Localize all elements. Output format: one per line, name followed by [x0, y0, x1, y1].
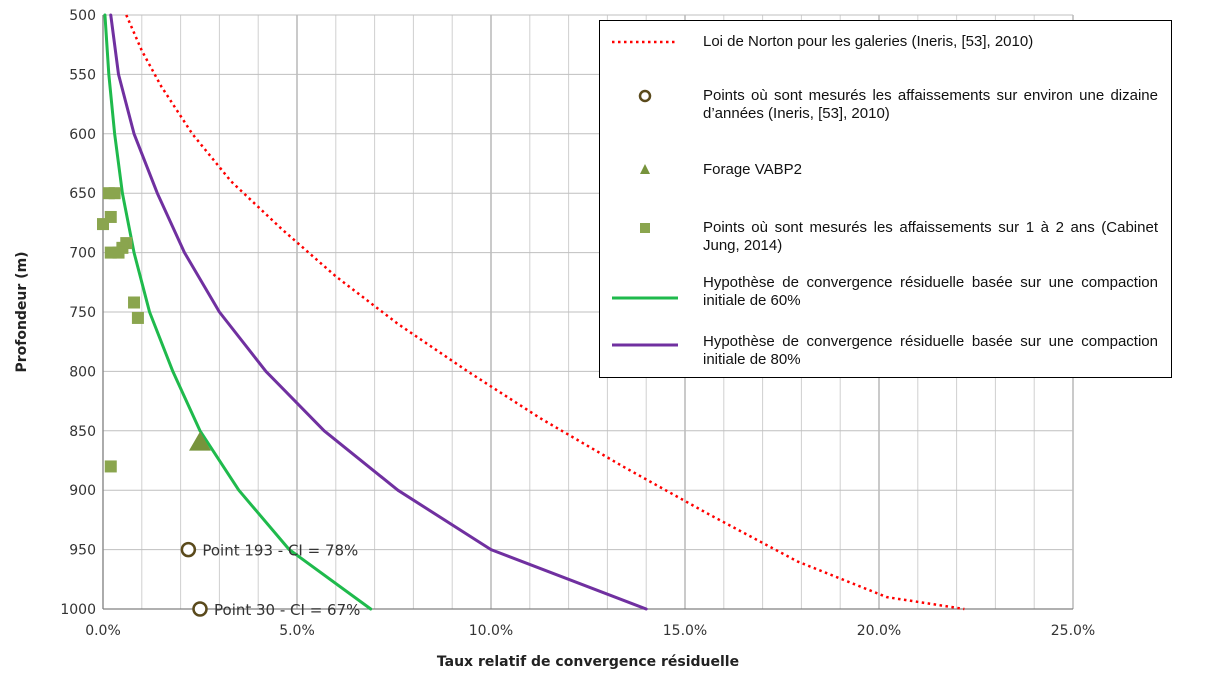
jung-square-point [97, 218, 109, 231]
legend-label-measured-points: Points où sont mesurés les affaissements… [703, 87, 1158, 122]
legend-triangle-icon [640, 164, 650, 174]
legend-square-icon [640, 223, 650, 233]
legend-green-line-icon [612, 296, 678, 300]
chart-markers [97, 187, 211, 617]
legend-label-jung: Points où sont mesurés les affaissements… [703, 219, 1158, 254]
legend-label-hyp80: Hypothèse de convergence résiduelle basé… [703, 333, 1158, 368]
chart-series [103, 13, 965, 611]
y-tick-label: 700 [69, 246, 96, 262]
jung-square-point [131, 311, 144, 324]
jung-square-point [104, 460, 117, 473]
legend-label-hyp60: Hypothèse de convergence résiduelle basé… [703, 274, 1158, 309]
legend-dotted-line-icon [612, 40, 678, 44]
y-tick-label: 550 [69, 67, 96, 83]
series-hyp80-line [109, 13, 648, 611]
x-tick-label: 0.0% [85, 623, 121, 639]
x-tick-label: 20.0% [857, 623, 901, 639]
series-hyp60-line [103, 13, 373, 611]
y-tick-label: 500 [69, 8, 96, 24]
vabp2-triangle-point [189, 431, 211, 451]
legend-label-vabp2: Forage VABP2 [703, 161, 802, 178]
jung-square-point [112, 246, 125, 259]
point-annotation: Point 193 - CI = 78% [202, 542, 358, 560]
legend-circle-icon [638, 89, 652, 103]
x-tick-label: 25.0% [1051, 623, 1095, 639]
legend-purple-line-icon [612, 343, 678, 347]
x-tick-label: 15.0% [663, 623, 707, 639]
jung-square-point [108, 187, 121, 200]
y-tick-label: 950 [69, 543, 96, 559]
series-norton-line [125, 14, 965, 611]
measured-circle-point [192, 601, 208, 617]
y-tick-label: 900 [69, 483, 96, 499]
chart-legend: Loi de Norton pour les galeries (Ineris,… [599, 20, 1172, 378]
measured-circle-point [180, 541, 197, 558]
x-tick-label: 10.0% [469, 623, 513, 639]
legend-label-norton: Loi de Norton pour les galeries (Ineris,… [703, 33, 1034, 50]
y-tick-label: 750 [69, 305, 96, 321]
chart-annotations: Point 193 - CI = 78% Point 30 - CI = 67% [202, 542, 360, 619]
y-tick-label: 800 [69, 364, 96, 380]
x-axis-title: Taux relatif de convergence résiduelle [437, 654, 739, 670]
point-annotation: Point 30 - CI = 67% [214, 601, 360, 619]
jung-square-point [128, 296, 141, 309]
y-tick-label: 850 [69, 424, 96, 440]
chart-ticks: 0.0% 5.0% 10.0% 15.0% 20.0% 25.0% 500 550 600 650… [60, 8, 1095, 639]
y-tick-label: 600 [69, 127, 96, 143]
y-tick-label: 1000 [60, 602, 96, 618]
x-tick-label: 5.0% [279, 623, 315, 639]
y-tick-label: 650 [69, 186, 96, 202]
y-axis-title: Profondeur (m) [14, 251, 30, 372]
